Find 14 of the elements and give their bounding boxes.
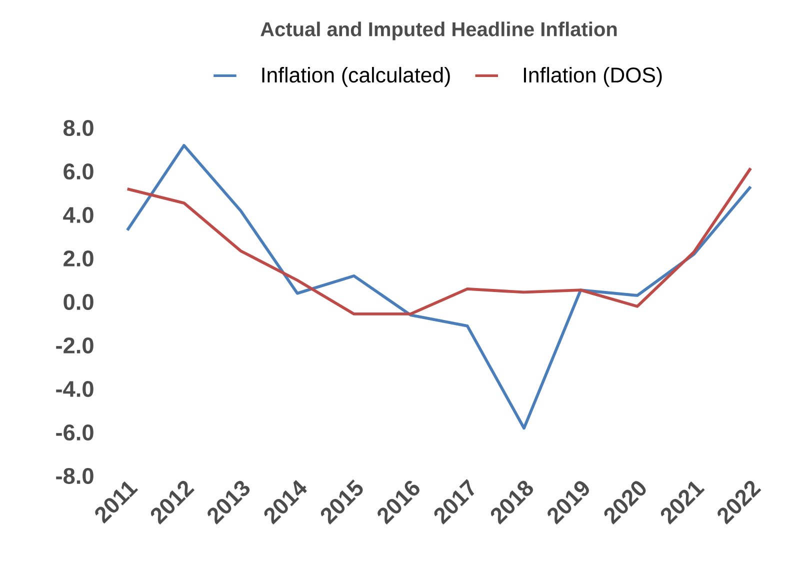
line-series [126, 144, 752, 430]
y-tick-label: -8.0 [56, 468, 94, 484]
y-tick-label: 4.0 [63, 206, 94, 224]
y-tick-label: -4.0 [56, 380, 94, 398]
chart-title: Actual and Imputed Headline Inflation [260, 22, 617, 40]
y-tick-label: 6.0 [64, 163, 94, 180]
y-tick-label: -2.0 [56, 337, 94, 354]
line-series [126, 166, 752, 316]
y-tick-label: -6.0 [56, 424, 94, 441]
legend-label: Inflation (DOS) [524, 66, 662, 87]
legend-label: Inflation (calculated) [262, 66, 450, 87]
y-tick-label: 8.0 [64, 120, 94, 136]
y-tick-label: 0.0 [64, 294, 94, 310]
y-tick-label: 2.0 [64, 250, 94, 267]
